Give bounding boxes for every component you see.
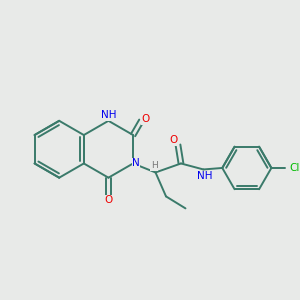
Text: O: O <box>169 135 178 146</box>
Text: H: H <box>151 161 158 170</box>
Text: NH: NH <box>101 110 116 120</box>
Text: O: O <box>104 195 112 205</box>
Text: Cl: Cl <box>289 163 300 173</box>
Text: N: N <box>132 158 140 169</box>
Text: O: O <box>142 114 150 124</box>
Text: NH: NH <box>197 171 213 181</box>
